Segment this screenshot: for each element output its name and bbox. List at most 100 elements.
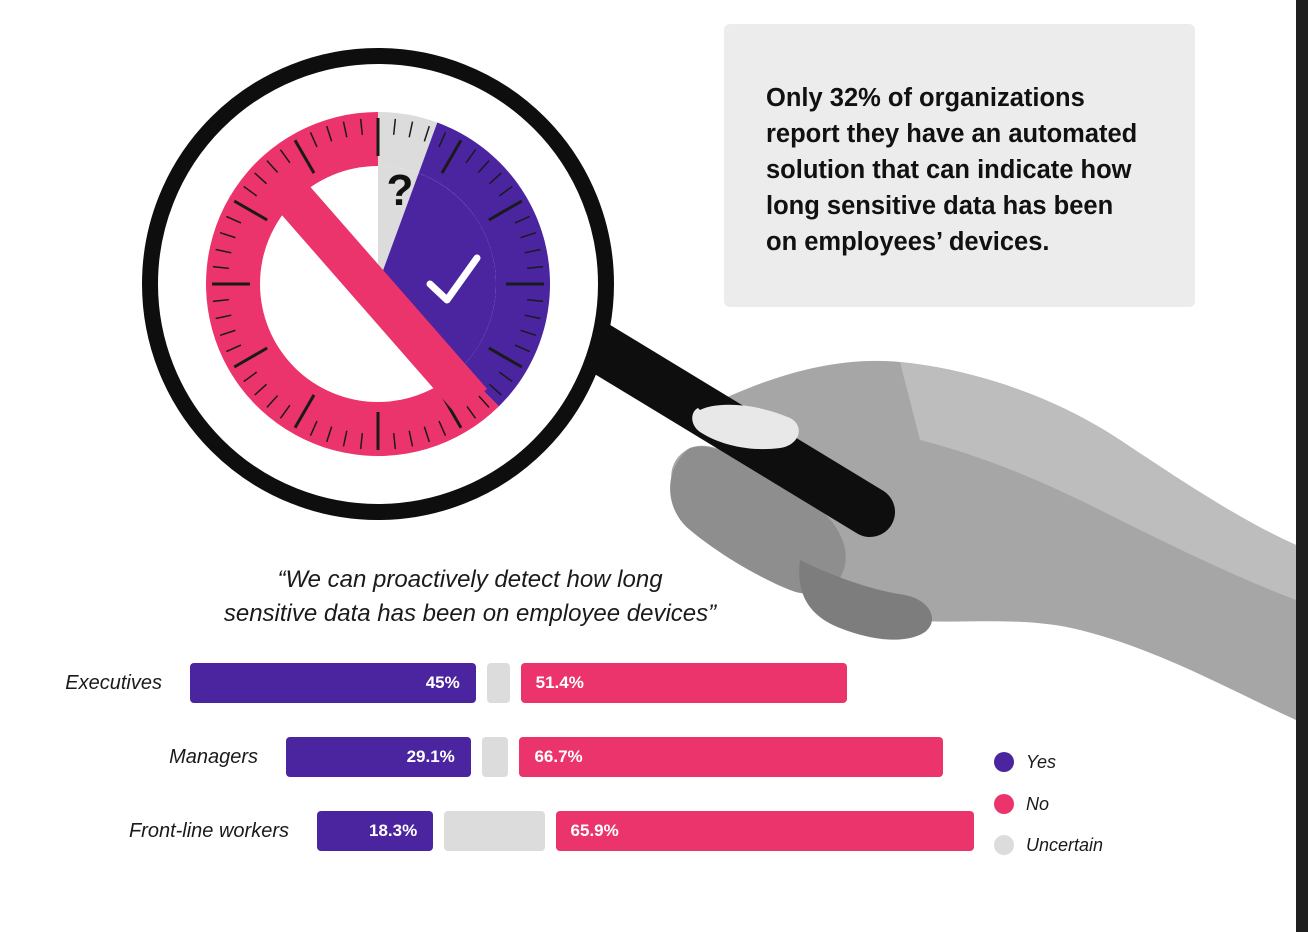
clock-tick [438, 420, 447, 436]
clock-tick [527, 298, 544, 303]
clock-tick [477, 160, 490, 174]
clock-tick [514, 215, 530, 224]
clock-tick [488, 383, 502, 396]
clock-tick [488, 199, 523, 222]
clock-tick [233, 199, 268, 222]
clock-tick [325, 125, 333, 142]
hand-illustration [670, 360, 1296, 720]
legend-label-yes: Yes [1026, 752, 1057, 772]
bar-no: 66.7% [519, 737, 943, 777]
bar-unc [481, 737, 509, 777]
clock-tick [520, 231, 537, 239]
bar-value-label: 65.9% [570, 821, 619, 840]
clock-inner-segment-uncertain [378, 166, 419, 284]
clock-tick [219, 231, 236, 239]
bar-no: 65.9% [555, 811, 974, 851]
prohibition-slash-icon [260, 164, 488, 416]
magnifier-handle [570, 320, 895, 537]
clock-tick [243, 185, 258, 197]
legend-dot-uncertain [994, 835, 1014, 855]
clock-tick [438, 132, 447, 148]
clock-tick [423, 426, 431, 443]
clock-tick [212, 298, 229, 303]
category-label: Front-line workers [128, 820, 289, 842]
clock-tick [465, 149, 477, 164]
stat-callout: Only 32% of organizations report they ha… [724, 24, 1195, 307]
bar-value-label: 45% [425, 673, 460, 692]
legend-item-no: No [994, 792, 1174, 816]
callout-line-4: long sensitive data has been [766, 192, 1114, 220]
page-edge [1296, 0, 1308, 932]
clock-tick [293, 394, 316, 429]
clock-tick [309, 420, 318, 436]
clock-inner-segment-yes [378, 173, 497, 368]
clock-tick [465, 404, 477, 419]
clock-tick [254, 383, 268, 396]
clock-tick [342, 430, 348, 447]
clock-tick [254, 172, 268, 185]
clock-tick [325, 426, 333, 443]
clock-tick [392, 118, 397, 135]
clock-tick [342, 121, 348, 138]
clock-tick [279, 149, 291, 164]
clock-tick [498, 185, 513, 197]
clock-tick [309, 132, 318, 148]
clock-tick [514, 344, 530, 353]
clock-tick [423, 125, 431, 142]
legend-dot-no [994, 794, 1014, 814]
bar-unc [486, 663, 510, 703]
clock-tick [219, 329, 236, 337]
bar-yes: 29.1% [286, 737, 471, 777]
clock-tick [215, 248, 232, 254]
callout-line-2: report they have an automated [766, 120, 1138, 148]
clock-tick [477, 394, 490, 408]
category-label: Executives [65, 672, 162, 694]
legend-dot-yes [994, 752, 1014, 772]
category-label: Managers [169, 746, 258, 768]
clock-tick [524, 314, 541, 320]
clock-tick [233, 346, 268, 369]
clock-tick [279, 404, 291, 419]
bar-yes: 45% [190, 663, 476, 703]
bar-value-label: 29.1% [406, 747, 455, 766]
clock-tick [359, 433, 364, 450]
clock-tick [440, 139, 463, 174]
clock-tick [498, 371, 513, 383]
chart-title: “We can proactively detect how long sens… [150, 563, 790, 631]
callout-line-1: Only 32% of organizations [766, 84, 1085, 112]
legend-item-yes: Yes [994, 750, 1174, 774]
legend-label-uncertain: Uncertain [1026, 835, 1104, 855]
bar-value-label: 18.3% [369, 821, 418, 840]
chart-title-line-1: “We can proactively detect how long [277, 566, 663, 593]
clock-tick [408, 430, 414, 447]
clock-tick [266, 394, 279, 408]
chart-title-line-2: sensitive data has been on employee devi… [223, 600, 717, 627]
callout-line-5: on employees’ devices. [766, 228, 1050, 256]
clock-tick [527, 265, 544, 270]
clock-tick [488, 346, 523, 369]
clock-tick [226, 215, 242, 224]
clock-tick [266, 160, 279, 174]
bar-value-label: 66.7% [534, 747, 583, 766]
clock-tick [243, 371, 258, 383]
clock-tick [520, 329, 537, 337]
bar-value-label: 51.4% [535, 673, 584, 692]
clock-tick [359, 118, 364, 135]
bar-no: 51.4% [520, 663, 847, 703]
clock-tick [488, 172, 502, 185]
clock-tick [226, 344, 242, 353]
clock-tick [392, 433, 397, 450]
checkmark-icon [426, 254, 481, 304]
clock-tick [408, 121, 414, 138]
callout-line-3: solution that can indicate how [766, 156, 1132, 184]
clock-inner-wedges [378, 166, 497, 368]
clock-tick [215, 314, 232, 320]
question-mark: ? [387, 166, 414, 215]
clock-tick [212, 265, 229, 270]
bar-unc [444, 811, 545, 851]
legend-item-uncertain: Uncertain [994, 833, 1174, 857]
bar-yes: 18.3% [317, 811, 434, 851]
legend-label-no: No [1026, 794, 1050, 814]
clock-tick [524, 248, 541, 254]
